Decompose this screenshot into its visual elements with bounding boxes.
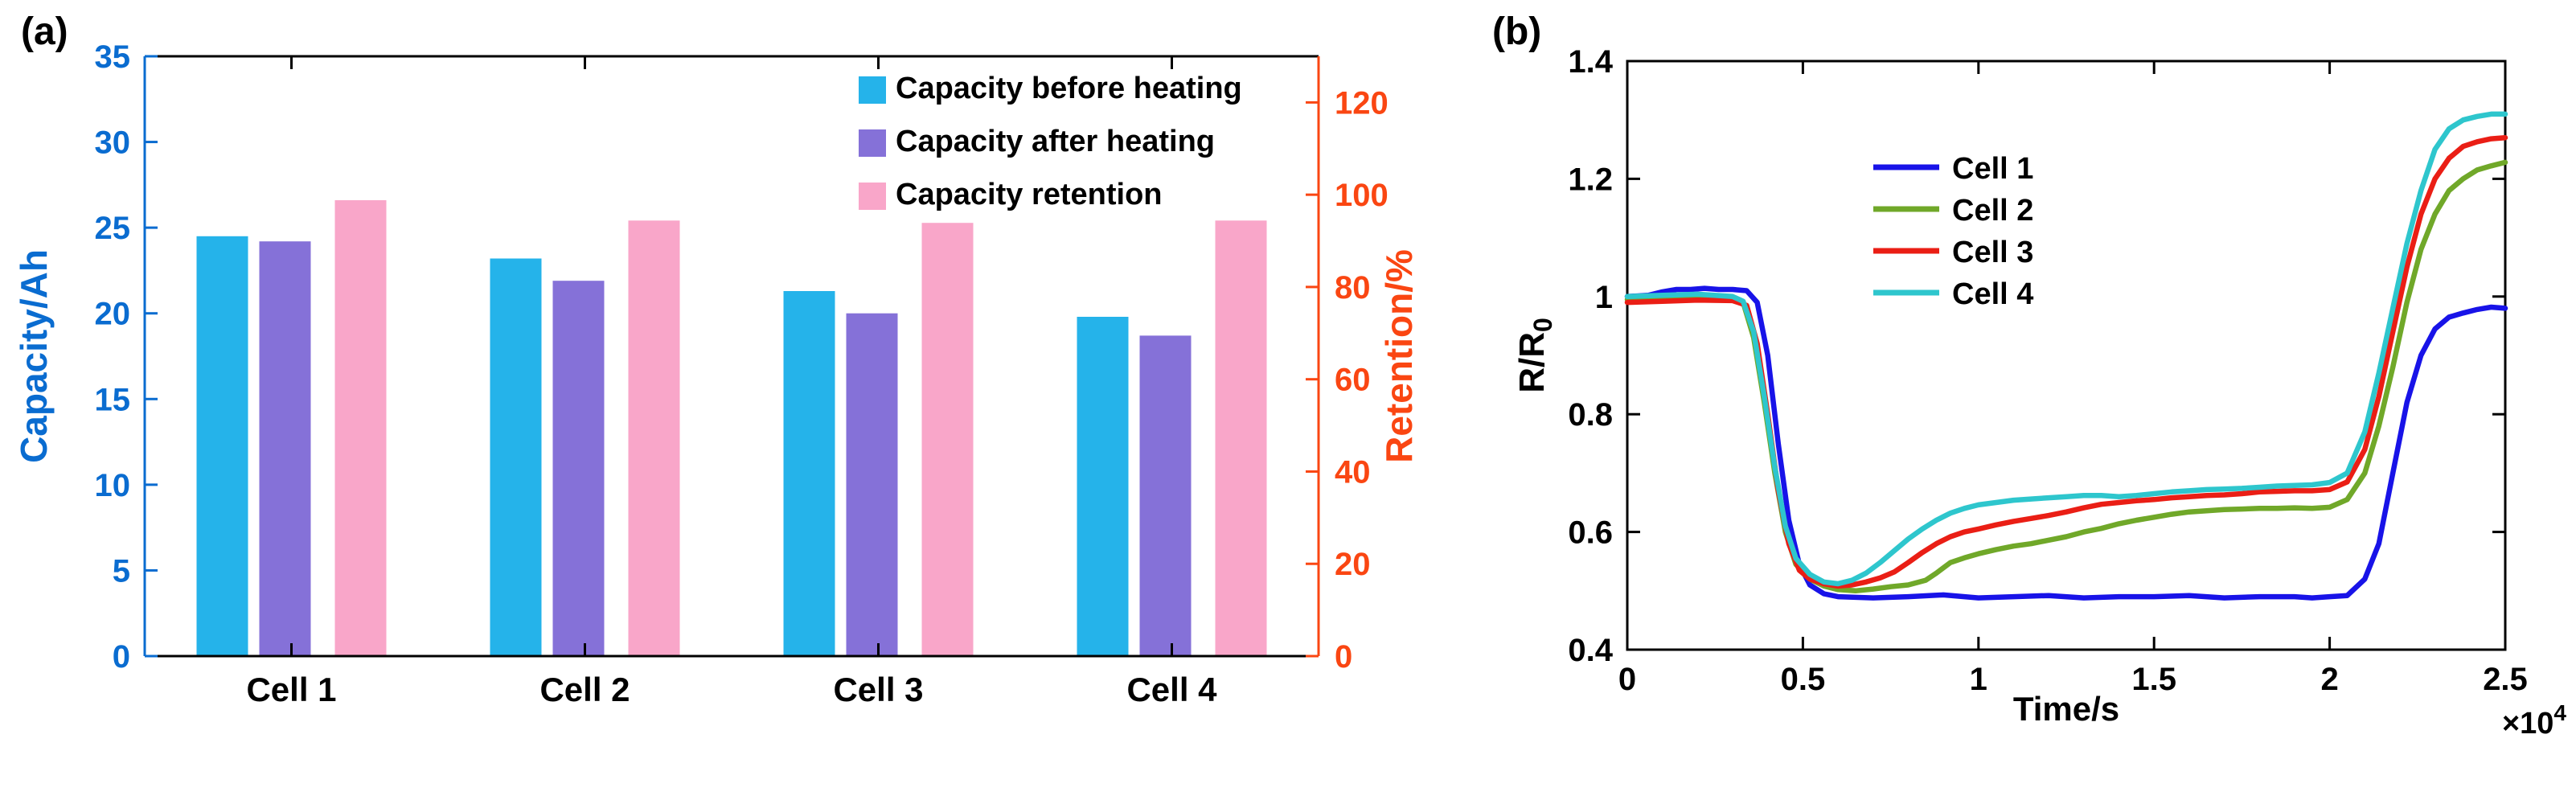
legend-label: Cell 4 [1952, 277, 2033, 311]
category-label: Cell 4 [1126, 671, 1217, 708]
svg-text:0: 0 [1335, 639, 1352, 675]
svg-text:40: 40 [1335, 454, 1371, 490]
svg-text:20: 20 [95, 297, 131, 332]
series-line-cell-4 [1624, 111, 2508, 587]
legend-label: Capacity after heating [896, 125, 1215, 158]
legend-label: Cell 3 [1952, 236, 2033, 269]
svg-text:0.6: 0.6 [1568, 515, 1613, 551]
legend-label: Capacity retention [896, 178, 1163, 211]
svg-text:60: 60 [1335, 363, 1371, 398]
category-label: Cell 2 [539, 671, 630, 708]
right-axis: 0 20 40 60 80 100 120 [1306, 85, 1388, 675]
bar [259, 241, 311, 656]
svg-text:120: 120 [1335, 85, 1388, 121]
svg-text:1: 1 [1595, 280, 1613, 315]
svg-text:0.8: 0.8 [1568, 397, 1613, 433]
bar [1215, 220, 1267, 656]
svg-text:20: 20 [1335, 547, 1371, 582]
bar [552, 281, 605, 656]
category-label: Cell 1 [246, 671, 336, 708]
right-axis-title: Retention/% [1378, 249, 1420, 463]
bar [783, 291, 835, 656]
svg-text:2: 2 [2320, 662, 2338, 697]
bar [628, 220, 680, 656]
x-axis-multiplier: ×104 [2502, 700, 2566, 741]
left-axis: 0 5 10 15 20 25 30 35 [95, 39, 158, 675]
y-axis-title: R/R0 [1512, 318, 1557, 393]
svg-text:5: 5 [113, 553, 130, 589]
bar [490, 258, 542, 656]
svg-text:2.5: 2.5 [2483, 662, 2528, 697]
svg-text:15: 15 [95, 382, 131, 417]
bar [846, 313, 898, 656]
legend-label: Capacity before heating [896, 72, 1242, 105]
svg-text:10: 10 [95, 468, 131, 503]
capacity-retention-bar-chart: Cell 1 Cell 2 Cell 3 Cell 4 0 5 10 15 20 25 30 35 0 2… [13, 39, 1420, 708]
y-axis: 0.4 0.6 0.8 1 1.2 1.4 [1568, 44, 2505, 668]
svg-text:100: 100 [1335, 178, 1388, 213]
svg-text:1.4: 1.4 [1568, 44, 1613, 80]
svg-text:30: 30 [95, 125, 131, 161]
svg-text:0: 0 [113, 639, 130, 675]
bar [1077, 317, 1129, 656]
plot-box [1626, 59, 2507, 651]
x-axis-title: Time/s [2013, 690, 2119, 728]
bar-groups [196, 200, 1267, 656]
svg-text:80: 80 [1335, 270, 1371, 306]
svg-text:1.2: 1.2 [1568, 162, 1613, 197]
bar [921, 223, 974, 656]
x-axis: Cell 1 Cell 2 Cell 3 Cell 4 [246, 56, 1217, 708]
left-axis-title: Capacity/Ah [13, 249, 55, 463]
series-lines [1624, 111, 2508, 601]
svg-text:35: 35 [95, 39, 131, 75]
legend-label: Cell 1 [1952, 152, 2033, 186]
panel-a-label: (a) [21, 10, 68, 53]
svg-text:25: 25 [95, 211, 131, 246]
svg-text:0.4: 0.4 [1568, 633, 1613, 668]
category-label: Cell 3 [833, 671, 923, 708]
legend-swatch [859, 76, 886, 104]
bar [196, 236, 248, 656]
x-axis: 0 0.5 1 1.5 2 2.5 [1618, 61, 2528, 697]
legend-label: Cell 2 [1952, 194, 2033, 228]
bar [1139, 335, 1192, 656]
legend-swatch [859, 183, 886, 210]
resistance-ratio-line-chart: 0 0.5 1 1.5 2 2.5 0.4 0.6 0.8 1 1.2 1.4 Cell 1 Cell 2… [1512, 44, 2566, 741]
series-line-cell-1 [1624, 285, 2508, 601]
bar [334, 200, 387, 656]
svg-text:1: 1 [1970, 662, 1987, 697]
svg-text:0: 0 [1618, 662, 1636, 697]
svg-text:0.5: 0.5 [1781, 662, 1826, 697]
legend: Capacity before heating Capacity after he… [859, 72, 1242, 211]
series-line-cell-3 [1624, 134, 2508, 589]
legend-swatch [859, 129, 886, 157]
svg-text:1.5: 1.5 [2131, 662, 2176, 697]
panel-b-label: (b) [1492, 10, 1542, 53]
legend: Cell 1 Cell 2 Cell 3 Cell 4 [1873, 152, 2033, 311]
